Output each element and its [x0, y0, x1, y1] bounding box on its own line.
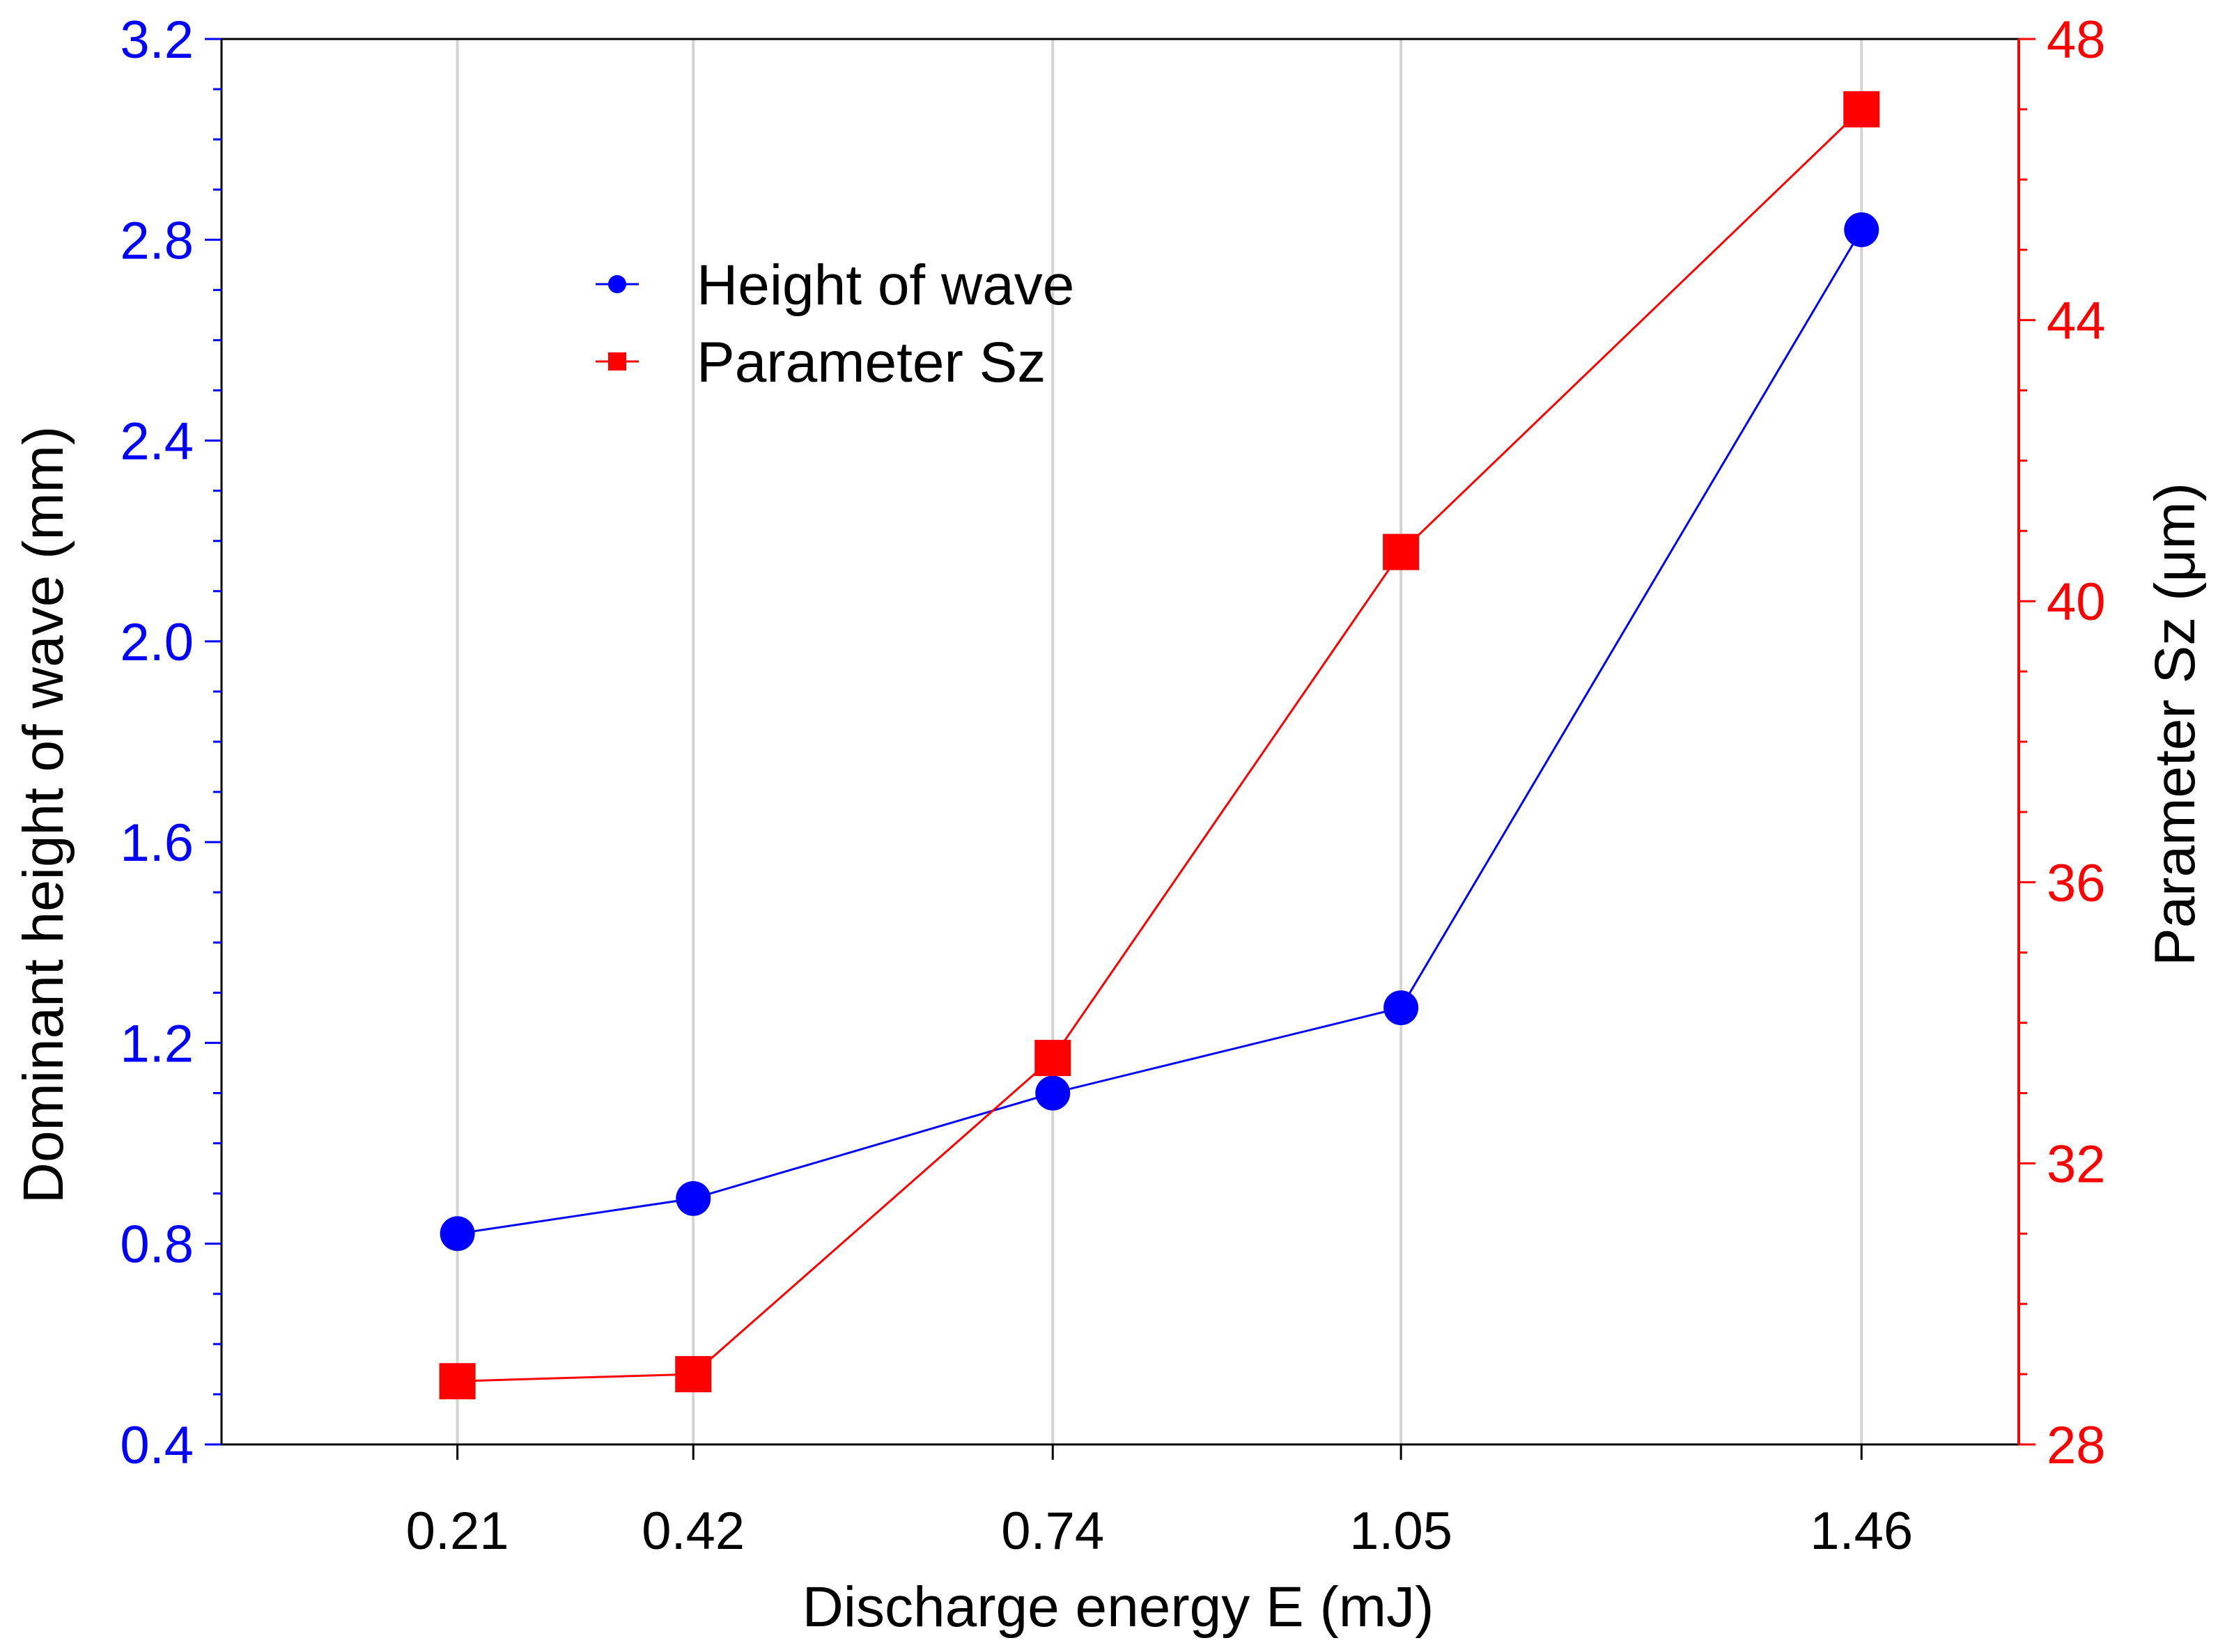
x-axis-title: Discharge energy E (mJ)	[802, 1575, 1434, 1639]
data-point-parameter-sz	[675, 1356, 712, 1393]
x-tick-label: 0.42	[642, 1502, 745, 1561]
left-tick-label: 0.4	[120, 1416, 194, 1475]
left-tick-label: 3.2	[120, 10, 194, 70]
data-point-height-of-wave	[440, 1216, 475, 1252]
data-point-height-of-wave	[676, 1180, 711, 1216]
right-tick-label: 40	[2047, 572, 2106, 632]
x-tick-label: 1.46	[1810, 1502, 1913, 1561]
data-point-parameter-sz	[1843, 91, 1880, 127]
data-point-height-of-wave	[1383, 990, 1419, 1025]
left-tick-label: 2.8	[120, 211, 194, 270]
right-tick-label: 48	[2047, 10, 2106, 70]
right-axis-title: Parameter Sz (μm)	[2143, 483, 2207, 966]
data-point-parameter-sz	[439, 1363, 476, 1400]
data-point-height-of-wave	[1035, 1075, 1071, 1111]
left-tick-label: 0.8	[120, 1215, 194, 1275]
data-point-parameter-sz	[1383, 533, 1420, 570]
right-tick-label: 36	[2047, 854, 2106, 913]
data-point-height-of-wave	[1844, 212, 1879, 247]
right-tick-label: 28	[2047, 1416, 2106, 1475]
right-tick-label: 44	[2047, 292, 2106, 351]
x-tick-label: 0.74	[1001, 1502, 1104, 1561]
left-tick-label: 1.6	[120, 813, 194, 873]
left-tick-label: 2.0	[120, 613, 194, 672]
legend-label-height-of-wave: Height of wave	[697, 254, 1074, 317]
x-tick-label: 0.21	[406, 1502, 509, 1561]
legend: Height of wave Parameter Sz	[596, 254, 1074, 394]
legend-label-parameter-sz: Parameter Sz	[697, 331, 1046, 394]
x-tick-label: 1.05	[1349, 1502, 1452, 1561]
left-tick-label: 1.2	[120, 1014, 194, 1073]
left-axis-title: Dominant height of wave (mm)	[12, 426, 75, 1204]
data-point-parameter-sz	[1034, 1040, 1071, 1077]
series-layer	[439, 91, 1880, 1400]
left-tick-label: 2.4	[120, 412, 194, 472]
axis-layer: 0.21 0.42 0.74 1.05 1.46 0.4 0.8 1.2 1.6 2.0 2.4 2.…	[120, 10, 2105, 1561]
right-tick-label: 32	[2047, 1135, 2106, 1194]
legend-marker-parameter-sz	[608, 352, 626, 371]
legend-marker-height-of-wave	[608, 275, 626, 293]
